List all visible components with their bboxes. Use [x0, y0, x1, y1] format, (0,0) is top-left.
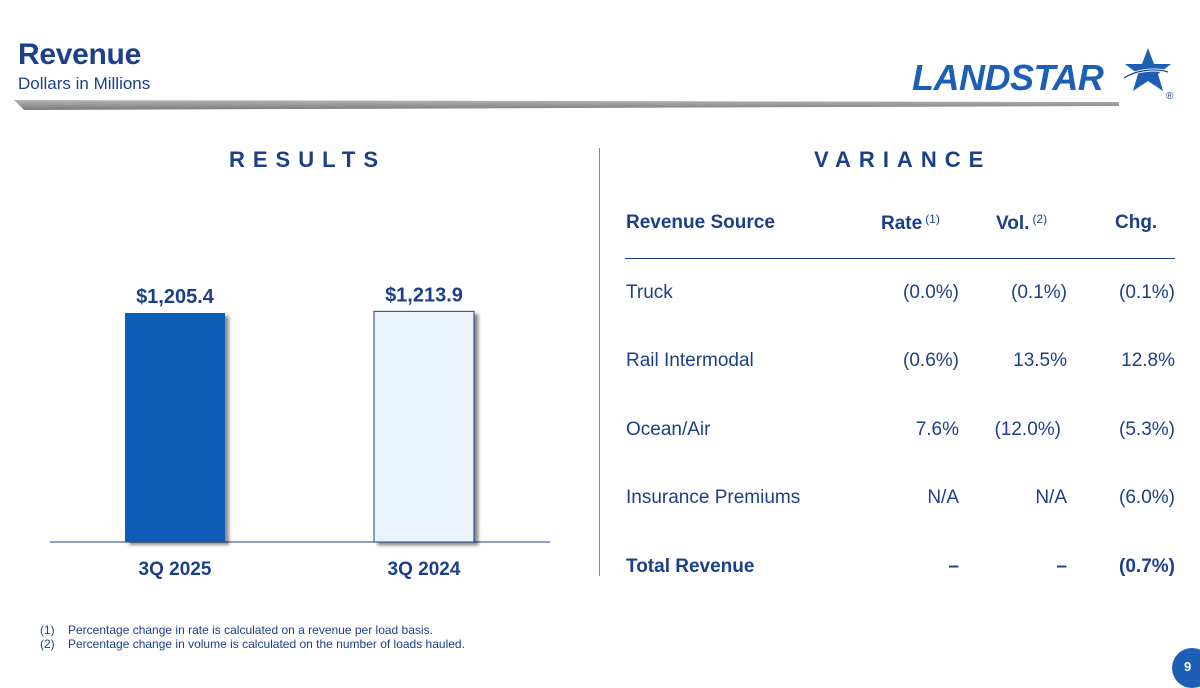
landstar-star-icon	[1123, 48, 1171, 91]
page-number-badge: 9	[1172, 648, 1200, 688]
col-header-rate-label: Rate	[881, 213, 923, 234]
row-vol: (12.0%)	[994, 419, 1061, 440]
row-source: Truck	[626, 282, 673, 303]
footnote-number: (1)	[40, 623, 55, 637]
footnotes: (1) Percentage change in rate is calcula…	[40, 623, 465, 651]
rate-footnote-ref: (1)	[925, 212, 940, 226]
vol-footnote-ref: (2)	[1032, 212, 1048, 226]
row-rate: –	[948, 556, 959, 577]
page-title: Revenue	[18, 38, 141, 71]
col-header-vol: Vol. (2)	[996, 212, 1047, 235]
row-rate: (0.0%)	[903, 282, 959, 303]
row-chg: 12.8%	[1121, 350, 1175, 371]
bar-3q-2024	[373, 310, 475, 543]
row-vol: N/A	[1035, 487, 1067, 508]
header-rule	[14, 100, 1119, 110]
page-subtitle: Dollars in Millions	[18, 74, 151, 93]
results-title: RESULTS	[229, 147, 387, 172]
page-number: 9	[1184, 659, 1192, 674]
footnote: (1) Percentage change in rate is calcula…	[40, 623, 465, 637]
row-chg: (6.0%)	[1119, 487, 1175, 508]
revenue-bar-chart: $1,205.4 3Q 2025 $1,213.9 3Q 2024	[50, 284, 550, 580]
row-rate: (0.6%)	[903, 350, 959, 371]
bar-3q-2025	[125, 312, 225, 542]
section-divider	[599, 148, 600, 576]
row-chg: (5.3%)	[1119, 419, 1175, 440]
row-vol: –	[1056, 556, 1067, 577]
row-chg: (0.7%)	[1119, 556, 1175, 577]
row-rate: N/A	[927, 487, 959, 508]
table-row: Insurance Premiums N/A N/A (6.0%)	[0, 483, 1200, 513]
footnote-number: (2)	[40, 637, 55, 651]
table-header-rule	[625, 258, 1175, 259]
table-row: Ocean/Air 7.6% (12.0%) (5.3%)	[0, 415, 1200, 445]
variance-title: VARIANCE	[814, 147, 992, 172]
col-header-vol-label: Vol.	[996, 213, 1030, 234]
bar-value-label: $1,205.4	[136, 286, 215, 308]
footnote: (2) Percentage change in volume is calcu…	[40, 637, 465, 651]
footnote-text: Percentage change in volume is calculate…	[68, 637, 465, 651]
table-row: Rail Intermodal (0.6%) 13.5% 12.8%	[0, 346, 1200, 376]
row-chg: (0.1%)	[1119, 282, 1175, 303]
row-source: Rail Intermodal	[626, 350, 754, 371]
row-source: Total Revenue	[626, 556, 755, 577]
col-header-rate: Rate (1)	[881, 212, 940, 235]
col-header-source: Revenue Source	[626, 212, 775, 233]
row-source: Ocean/Air	[626, 419, 711, 440]
row-vol: (0.1%)	[1011, 282, 1067, 303]
row-source: Insurance Premiums	[626, 487, 801, 508]
row-rate: 7.6%	[915, 419, 959, 440]
table-row-total: Total Revenue – – (0.7%)	[0, 552, 1200, 582]
table-row: Truck (0.0%) (0.1%) (0.1%)	[0, 278, 1200, 308]
row-vol: 13.5%	[1013, 350, 1067, 371]
category-label: 3Q 2025	[139, 559, 212, 580]
trademark-symbol: ®	[1166, 91, 1174, 102]
category-label: 3Q 2024	[388, 559, 461, 580]
bar-value-label: $1,213.9	[385, 284, 463, 306]
footnote-text: Percentage change in rate is calculated …	[68, 623, 433, 637]
landstar-logo: LANDSTAR	[912, 57, 1104, 98]
col-header-chg: Chg.	[1115, 212, 1158, 233]
